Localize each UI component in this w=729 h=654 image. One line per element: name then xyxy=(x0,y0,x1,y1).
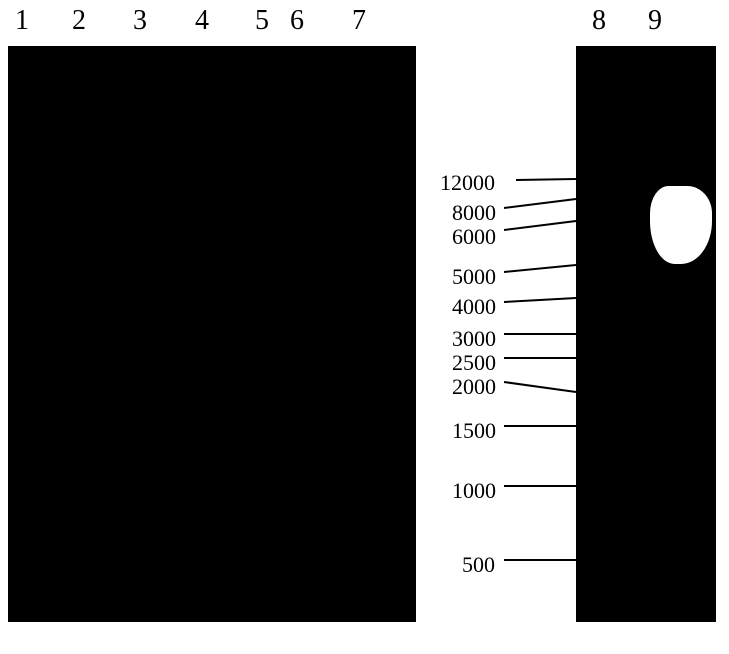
lane-label-9: 9 xyxy=(648,5,662,37)
marker-label-5000: 5000 xyxy=(452,264,496,290)
marker-label-500: 500 xyxy=(462,552,495,578)
lane-label-2: 2 xyxy=(72,5,86,37)
marker-label-2000: 2000 xyxy=(452,374,496,400)
marker-label-12000: 12000 xyxy=(440,170,495,196)
lane-label-3: 3 xyxy=(133,5,147,37)
lane-label-8: 8 xyxy=(592,5,606,37)
lane-label-4: 4 xyxy=(195,5,209,37)
gel-panel-right xyxy=(576,46,716,622)
gel-panel-left xyxy=(8,46,416,622)
marker-label-4000: 4000 xyxy=(452,294,496,320)
marker-label-2500: 2500 xyxy=(452,350,496,376)
marker-label-8000: 8000 xyxy=(452,200,496,226)
marker-label-1500: 1500 xyxy=(452,418,496,444)
marker-label-1000: 1000 xyxy=(452,478,496,504)
lane-label-5: 5 xyxy=(255,5,269,37)
lane-label-7: 7 xyxy=(352,5,366,37)
marker-label-3000: 3000 xyxy=(452,326,496,352)
lane-label-6: 6 xyxy=(290,5,304,37)
marker-label-6000: 6000 xyxy=(452,224,496,250)
lane-label-1: 1 xyxy=(15,5,29,37)
